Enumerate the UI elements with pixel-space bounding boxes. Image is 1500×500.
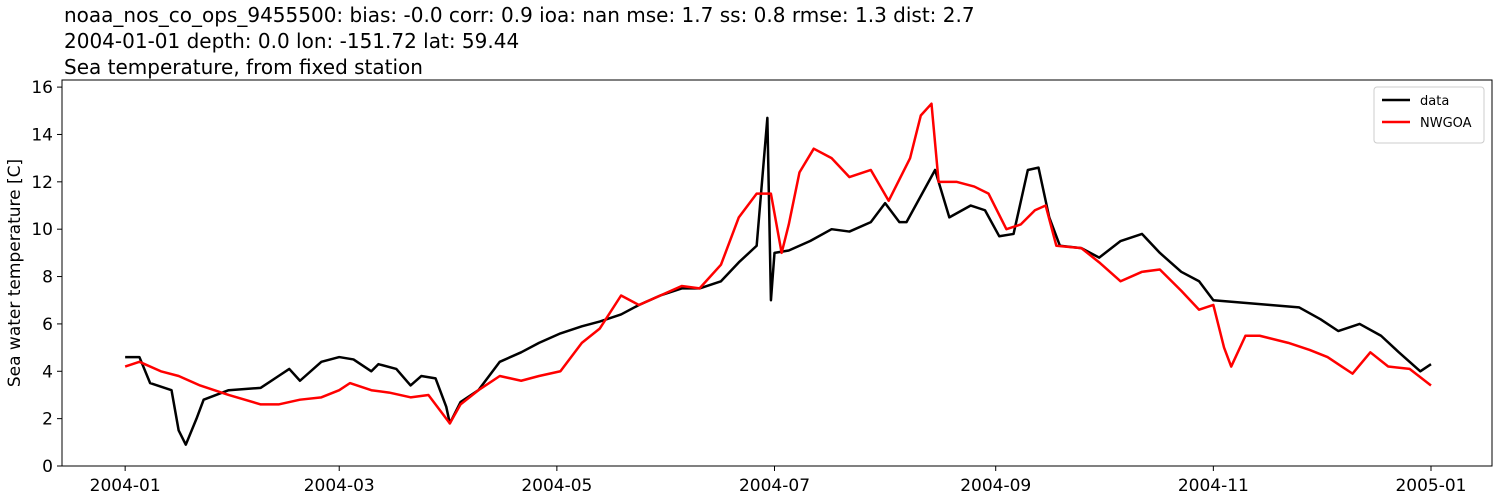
x-tick-label: 2005-01 [1395,476,1466,496]
x-tick-label: 2004-01 [90,476,161,496]
y-tick-label: 0 [42,457,53,477]
y-tick-label: 4 [42,362,53,382]
y-tick-label: 6 [42,315,53,335]
plot-frame [61,79,1493,467]
chart-title: noaa_nos_co_ops_9455500: bias: -0.0 corr… [64,3,975,27]
y-tick-label: 12 [31,173,53,193]
data-line [125,116,1432,446]
chart-title: Sea temperature, from fixed station [64,55,423,79]
y-tick-label: 2 [42,410,53,430]
legend-label: data [1420,94,1449,109]
x-tick-label: 2004-07 [739,476,810,496]
y-tick-label: 14 [31,125,53,145]
y-axis-label: Sea water temperature [C] [5,159,25,387]
x-tick-label: 2004-05 [521,476,592,496]
x-tick-label: 2004-03 [304,476,375,496]
x-tick-label: 2004-11 [1178,476,1249,496]
y-tick-label: 10 [31,220,53,240]
chart-title: 2004-01-01 depth: 0.0 lon: -151.72 lat: … [64,29,519,53]
data-line [124,102,1432,425]
x-tick-label: 2004-09 [960,476,1031,496]
legend-label: NWGOA [1420,116,1472,131]
y-tick-label: 16 [31,78,53,98]
y-tick-label: 8 [42,268,53,288]
